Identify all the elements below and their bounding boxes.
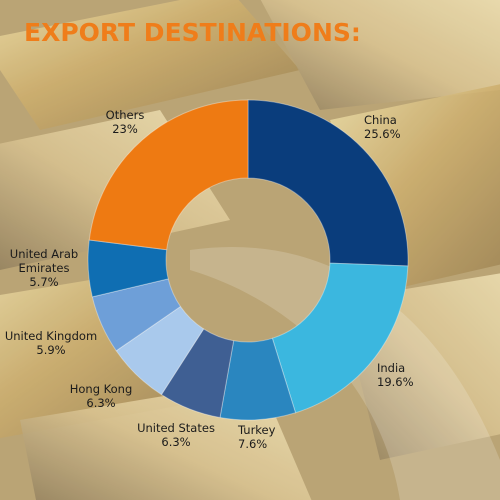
slice-value-label: 5.7% <box>29 275 58 289</box>
slice-name-label: United Arab <box>10 247 78 261</box>
donut-slice <box>87 239 169 298</box>
slice-value-label: 5.9% <box>36 343 65 357</box>
slice-label: United States 6.3% <box>137 421 215 449</box>
slice-name-label: Hong Kong <box>70 382 133 396</box>
slice-name-label: Others <box>106 108 145 122</box>
slice-name-label: Turkey <box>237 423 276 437</box>
slice-label: United Arab Emirates 5.7% <box>10 247 78 289</box>
slice-label: Others 23% <box>106 108 145 136</box>
slice-name-label: Emirates <box>18 261 69 275</box>
donut-slice <box>271 262 409 414</box>
chart-title: EXPORT DESTINATIONS: <box>24 18 361 47</box>
slice-value-label: 25.6% <box>364 127 401 141</box>
slice-label: Turkey 7.6% <box>237 423 276 451</box>
slice-value-label: 6.3% <box>86 396 115 410</box>
slice-name-label: China <box>364 113 397 127</box>
slice-name-label: United Kingdom <box>5 329 97 343</box>
slice-name-label: United States <box>137 421 215 435</box>
slice-label: Hong Kong 6.3% <box>70 382 133 410</box>
donut-slice <box>160 328 235 419</box>
slice-value-label: 7.6% <box>238 437 267 451</box>
donut-slice <box>88 99 249 251</box>
slice-label: United Kingdom 5.9% <box>5 329 97 357</box>
donut-slices <box>87 99 409 421</box>
slice-labels: China 25.6% India 19.6% Turkey 7.6% United Sta… <box>5 108 414 451</box>
slice-label: China 25.6% <box>364 113 401 141</box>
donut-slice <box>247 99 409 267</box>
slice-value-label: 6.3% <box>161 435 190 449</box>
slice-label: India 19.6% <box>377 361 414 389</box>
slice-value-label: 23% <box>112 122 138 136</box>
slice-name-label: India <box>377 361 405 375</box>
slice-value-label: 19.6% <box>377 375 414 389</box>
